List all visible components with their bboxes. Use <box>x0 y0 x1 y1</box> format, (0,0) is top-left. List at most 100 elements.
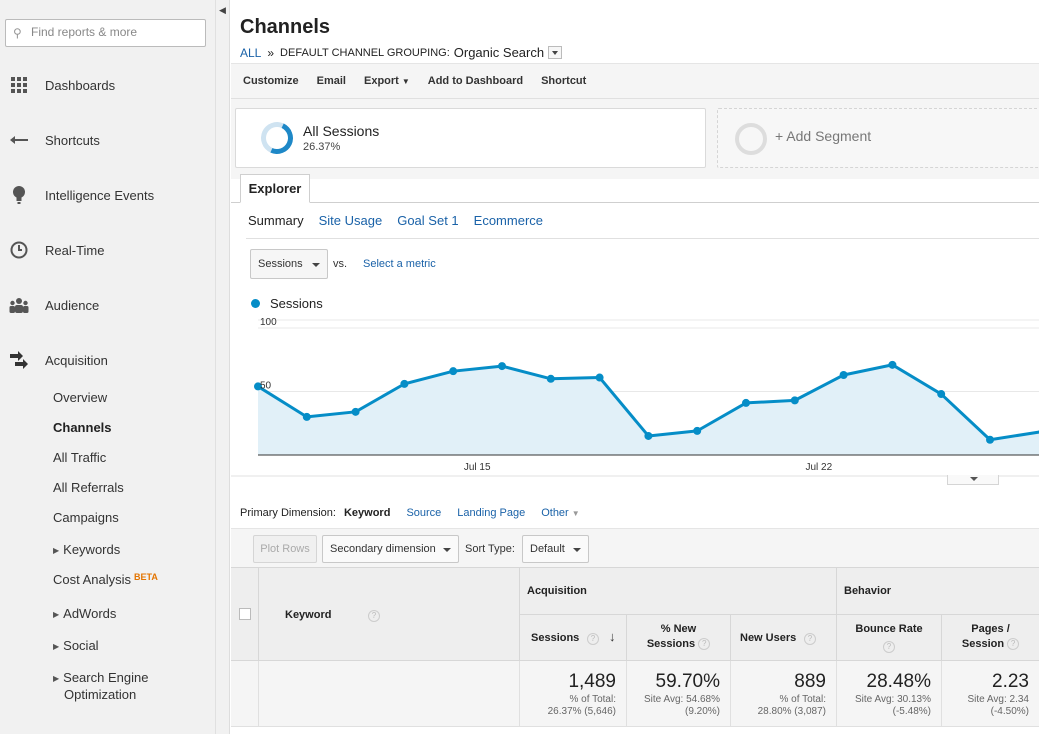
col-new-sessions-label: Sessions <box>646 638 696 650</box>
total-sub: Site Avg: 54.68% (9.20%) <box>644 694 720 718</box>
chart-expand-toggle[interactable] <box>947 475 999 485</box>
col-sessions-header[interactable]: Sessions ? ↓ <box>520 615 627 661</box>
subtab-site-usage[interactable]: Site Usage <box>318 213 383 228</box>
help-icon[interactable]: ? <box>587 633 599 645</box>
x-tick-label: Jul 15 <box>464 462 491 473</box>
totals-pages-session-cell: 2.23 Site Avg: 2.34 (-4.50%) <box>942 661 1039 727</box>
tab-explorer[interactable]: Explorer <box>240 174 310 203</box>
behavior-group-header: Behavior <box>837 567 1039 615</box>
nav-audience-label: Audience <box>45 297 100 313</box>
expand-triangle-icon: ▶ <box>53 642 60 651</box>
keyword-header-label: Keyword <box>285 609 332 621</box>
subtab-summary[interactable]: Summary <box>248 213 304 228</box>
add-segment-label: + Add Segment <box>775 128 872 144</box>
nav-intelligence-label: Intelligence Events <box>45 187 155 203</box>
keyword-header[interactable]: Keyword ? <box>259 567 520 661</box>
totals-sessions-cell: 1,489 % of Total: 26.37% (5,646) <box>520 661 627 727</box>
data-point <box>595 373 604 382</box>
add-segment-button[interactable]: + Add Segment <box>717 108 1039 168</box>
page-title: Channels <box>240 16 331 38</box>
sidebar-item-keywords[interactable]: ▶ Keywords <box>53 542 120 557</box>
nav-real-time[interactable]: Real-Time <box>0 235 216 265</box>
nav-intelligence-events[interactable]: Intelligence Events <box>0 180 216 210</box>
sessions-area <box>258 364 1039 455</box>
segment-donut-icon <box>256 117 298 159</box>
nav-acquisition-label: Acquisition <box>45 352 108 368</box>
data-point <box>693 426 702 435</box>
expand-triangle-icon: ▶ <box>53 674 60 683</box>
vs-label: vs. <box>333 258 348 270</box>
grid-icon <box>9 75 29 95</box>
nav-dashboards[interactable]: Dashboards <box>0 70 216 100</box>
secondary-dimension-select[interactable]: Secondary dimension <box>322 535 459 563</box>
sidebar-collapse-toggle[interactable]: ◀ <box>216 0 230 734</box>
col-new-sessions-label: % New <box>660 623 697 635</box>
help-icon[interactable]: ? <box>368 610 380 622</box>
data-point <box>400 379 409 388</box>
col-pages-session-header[interactable]: Pages / Session ? <box>942 615 1039 661</box>
dimension-other[interactable]: Other ▼ <box>541 507 579 519</box>
subtab-goal-set-1[interactable]: Goal Set 1 <box>397 213 459 228</box>
expand-triangle-icon: ▶ <box>53 610 60 619</box>
sidebar-item-cost-analysis[interactable]: Cost Analysis BETA <box>53 572 158 587</box>
dimension-source[interactable]: Source <box>406 507 442 519</box>
total-value: 2.23 <box>992 671 1029 692</box>
col-bounce-rate-header[interactable]: Bounce Rate ? <box>837 615 942 661</box>
plot-rows-button[interactable]: Plot Rows <box>253 535 317 563</box>
total-sub: % of Total: 26.37% (5,646) <box>548 694 616 718</box>
email-button[interactable]: Email <box>316 75 346 87</box>
help-icon[interactable]: ? <box>883 640 895 653</box>
dimension-keyword: Keyword <box>343 507 391 519</box>
add-to-dashboard-button[interactable]: Add to Dashboard <box>427 75 524 87</box>
total-sub: Site Avg: 30.13% (-5.48%) <box>855 694 931 718</box>
expand-triangle-icon: ▶ <box>53 546 60 555</box>
collapse-left-icon: ◀ <box>219 5 226 15</box>
breadcrumb-dropdown-button[interactable] <box>548 46 563 59</box>
total-sub-line: % of Total: <box>569 694 616 705</box>
sidebar-item-social[interactable]: ▶ Social <box>53 638 99 653</box>
sidebar-item-adwords[interactable]: ▶ AdWords <box>53 606 116 621</box>
data-point <box>498 362 506 371</box>
metric-select[interactable]: Sessions <box>250 249 328 279</box>
sidebar-item-label: Channels <box>53 420 112 435</box>
nav-shortcuts[interactable]: Shortcuts <box>0 125 216 155</box>
sessions-chart[interactable]: 100 50 Jul 15 Jul 22 <box>231 315 1039 487</box>
select-all-checkbox[interactable] <box>239 608 251 620</box>
help-icon[interactable]: ? <box>698 638 711 651</box>
report-toolbar: Customize Email Export ▼ Add to Dashboard… <box>231 63 1039 99</box>
help-icon[interactable]: ? <box>1007 638 1020 651</box>
sidebar-item-all-referrals[interactable]: All Referrals <box>53 480 124 495</box>
sidebar-item-seo[interactable]: ▶ Search Engine Optimization <box>53 670 148 702</box>
sidebar-item-label: All Traffic <box>53 450 107 465</box>
total-sub-line: 28.80% (3,087) <box>757 706 826 717</box>
total-sub: % of Total: 28.80% (3,087) <box>758 694 826 718</box>
sidebar-item-all-traffic[interactable]: All Traffic <box>53 450 106 465</box>
search-input[interactable] <box>31 25 201 39</box>
nav-acquisition[interactable]: Acquisition <box>0 345 216 375</box>
shortcut-button[interactable]: Shortcut <box>541 75 587 87</box>
nav-shortcuts-label: Shortcuts <box>45 132 100 148</box>
subtab-ecommerce[interactable]: Ecommerce <box>473 213 544 228</box>
help-icon[interactable]: ? <box>804 633 816 645</box>
segment-all-sessions[interactable]: All Sessions 26.37% <box>235 108 706 168</box>
sort-type-select[interactable]: Default <box>522 535 589 563</box>
data-point <box>742 398 750 407</box>
sidebar-item-channels[interactable]: Channels <box>53 420 112 435</box>
col-new-sessions-header[interactable]: % New Sessions ? <box>627 615 731 661</box>
sidebar-item-overview[interactable]: Overview <box>53 390 107 405</box>
dimension-landing-page[interactable]: Landing Page <box>457 507 526 519</box>
breadcrumb-all-link[interactable]: ALL <box>240 45 262 60</box>
col-new-users-header[interactable]: New Users ? <box>731 615 837 661</box>
breadcrumb-separator: » <box>267 45 275 60</box>
customize-button[interactable]: Customize <box>243 75 299 87</box>
data-point <box>839 370 848 379</box>
nav-audience[interactable]: Audience <box>0 290 216 320</box>
breadcrumb: ALL » DEFAULT CHANNEL GROUPING: Organic … <box>240 45 563 60</box>
sidebar-item-campaigns[interactable]: Campaigns <box>53 510 119 525</box>
total-value: 889 <box>794 671 826 692</box>
select-metric-link[interactable]: Select a metric <box>363 258 436 270</box>
sidebar-item-label: All Referrals <box>53 480 124 495</box>
export-button[interactable]: Export ▼ <box>364 75 410 87</box>
search-box[interactable]: ⚲ <box>5 19 206 47</box>
data-point <box>888 360 897 369</box>
